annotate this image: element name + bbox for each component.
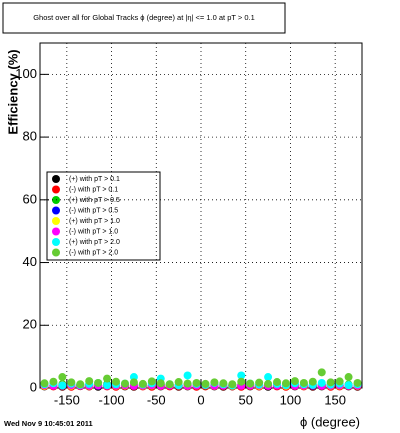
point: [58, 373, 67, 382]
point: [281, 379, 290, 388]
point: [273, 378, 282, 387]
point: [237, 371, 246, 380]
point: [85, 377, 94, 386]
x-axis-label: ϕ (degree): [300, 414, 360, 429]
y-axis-label: Efficiency (%): [5, 49, 20, 134]
y-tick-label: 20: [23, 317, 37, 332]
point: [201, 379, 210, 388]
point: [120, 379, 129, 388]
point: [49, 377, 58, 386]
legend-marker: [52, 217, 60, 225]
point: [129, 378, 138, 387]
legend: (+) with pT > 0.1 (-) with pT > 0.1 (+) wi…: [52, 175, 120, 257]
point: [290, 377, 299, 386]
point: [183, 371, 192, 380]
point: [237, 377, 246, 386]
point: [58, 381, 67, 390]
point: [326, 378, 335, 387]
legend-label: (-) with pT > 2.0: [69, 249, 118, 256]
point: [344, 373, 353, 382]
legend-marker: [52, 206, 60, 215]
timestamp: Wed Nov 9 10:45:01 2011: [4, 419, 93, 428]
x-tick-label: 50: [238, 392, 252, 407]
legend-label: (+) with pT > 0.5: [69, 197, 120, 204]
point: [156, 379, 165, 388]
point: [67, 378, 76, 387]
legend-marker: [52, 238, 60, 246]
legend-label: (+) with pT > 0.1: [69, 176, 120, 183]
point: [94, 378, 103, 387]
legend-label: (-) with pT > 0.5: [69, 207, 118, 214]
y-tick-label: 60: [23, 191, 37, 206]
y-tick-label: 100: [15, 66, 37, 81]
point: [165, 380, 174, 389]
x-tick-label: -150: [54, 392, 80, 407]
x-tick-label: -100: [99, 392, 125, 407]
point: [228, 380, 237, 389]
point: [264, 379, 273, 388]
point: [103, 381, 112, 390]
point: [174, 378, 183, 387]
legend-label: (+) with pT > 2.0: [69, 239, 120, 246]
chart-title: Ghost over all for Global Tracks ϕ (degr…: [33, 13, 255, 22]
point: [138, 379, 147, 388]
point: [264, 373, 273, 382]
point: [344, 381, 353, 390]
legend-label: (+) with pT > 1.0: [69, 218, 120, 225]
legend-box: [46, 171, 161, 261]
point: [210, 378, 219, 387]
x-tick-label: 100: [280, 392, 302, 407]
point: [299, 378, 308, 387]
legend-marker: [52, 227, 60, 236]
point: [183, 379, 192, 388]
x-tick-label: -50: [147, 392, 166, 407]
x-tick-label: 150: [324, 392, 346, 407]
y-tick-label: 40: [23, 254, 37, 269]
point: [112, 377, 121, 386]
legend-label: (-) with pT > 0.1: [69, 186, 118, 193]
point: [40, 379, 49, 388]
legend-marker: [52, 175, 60, 183]
point: [255, 378, 264, 387]
point: [76, 380, 85, 389]
point: [246, 379, 255, 388]
point: [335, 377, 344, 386]
x-tick-label: 0: [197, 392, 204, 407]
y-tick-label: 80: [23, 129, 37, 144]
point: [147, 377, 156, 386]
point: [192, 378, 201, 387]
point: [219, 379, 228, 388]
point: [308, 377, 317, 386]
y-tick-label: 0: [30, 379, 37, 394]
point: [103, 374, 112, 383]
legend-marker: [52, 248, 60, 257]
point: [317, 378, 326, 387]
legend-label: (-) with pT > 1.0: [69, 228, 118, 235]
legend-marker: [52, 185, 60, 194]
point: [353, 378, 362, 387]
point: [317, 368, 326, 377]
title-box: [2, 2, 286, 34]
